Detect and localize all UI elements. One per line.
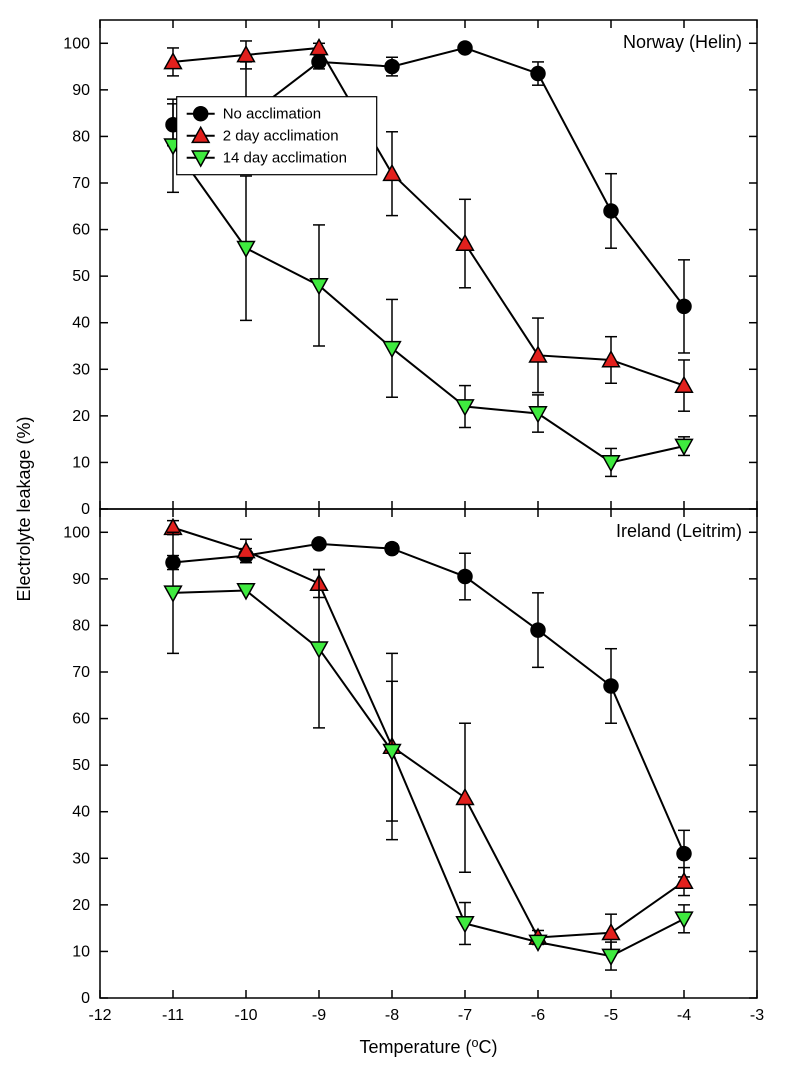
ytick-label: 60 (72, 711, 90, 728)
panel-0: 0 10 20 30 40 50 60 70 80 90 100 Norway (Helin) No a… (63, 20, 757, 518)
marker-circle (531, 67, 545, 81)
xtick-label: -9 (312, 1007, 326, 1024)
y-axis-label: Electrolyte leakage (%) (14, 416, 34, 601)
series-line (173, 146, 684, 463)
ytick-label: 30 (72, 850, 90, 867)
xtick-label: -12 (88, 1007, 111, 1024)
panel-border (100, 20, 757, 509)
panel-border (100, 509, 757, 998)
marker-triangle-up (311, 40, 328, 55)
legend-label: No acclimation (223, 106, 321, 123)
marker-triangle-up (603, 924, 620, 939)
panel-title: Ireland (Leitrim) (616, 521, 742, 541)
marker-circle (604, 204, 618, 218)
marker-triangle-up (384, 165, 401, 180)
marker-circle (458, 41, 472, 55)
marker-triangle-down (676, 912, 693, 927)
marker-triangle-up (530, 347, 547, 362)
ytick-label: 40 (72, 315, 90, 332)
figure-root: 0102030405060708090100Norway (Helin)No a… (0, 0, 787, 1078)
ytick-label: 20 (72, 897, 90, 914)
marker-triangle-down (603, 949, 620, 964)
marker-triangle-down (311, 642, 328, 657)
marker-triangle-down (165, 586, 182, 601)
x-axis-label: Temperature (oC) (359, 1036, 497, 1057)
ytick-label: 50 (72, 757, 90, 774)
series-line (173, 48, 684, 306)
xtick-label: -7 (458, 1007, 472, 1024)
ytick-label: 50 (72, 268, 90, 285)
ytick-label: 70 (72, 664, 90, 681)
xtick-label: -11 (162, 1007, 184, 1024)
panel-title: Norway (Helin) (623, 32, 742, 52)
ytick-label: 0 (81, 990, 90, 1007)
ytick-label: 90 (72, 82, 90, 99)
legend-label: 14 day acclimation (223, 150, 347, 167)
panel-1: 0 10 20 30 40 50 60 70 80 90 100 -12 -11 -10 -9 -8 -7 -6 -… (63, 509, 764, 1024)
ytick-label: 100 (63, 35, 90, 52)
chart-svg: 0102030405060708090100Norway (Helin)No a… (0, 0, 787, 1078)
marker-circle (385, 542, 399, 556)
marker-circle (312, 537, 326, 551)
marker-circle (604, 679, 618, 693)
marker-triangle-down (238, 241, 255, 256)
ytick-label: 30 (72, 361, 90, 378)
marker-circle (458, 570, 472, 584)
xtick-label: -6 (531, 1007, 545, 1024)
marker-triangle-up (676, 873, 693, 888)
xtick-label: -3 (750, 1007, 764, 1024)
marker-triangle-up (676, 377, 693, 392)
ytick-label: 20 (72, 408, 90, 425)
xtick-label: -4 (677, 1007, 691, 1024)
ytick-label: 80 (72, 128, 90, 145)
marker-circle (677, 847, 691, 861)
plot-area (165, 519, 693, 970)
marker-circle (385, 60, 399, 74)
marker-circle (677, 299, 691, 313)
ytick-label: 80 (72, 617, 90, 634)
ytick-label: 10 (72, 943, 90, 960)
legend-label: 2 day acclimation (223, 128, 339, 145)
ytick-label: 40 (72, 804, 90, 821)
marker-triangle-up (457, 789, 474, 804)
xtick-label: -10 (234, 1007, 257, 1024)
xtick-label: -5 (604, 1007, 618, 1024)
marker-circle (531, 623, 545, 637)
marker-triangle-down (384, 342, 401, 357)
ytick-label: 10 (72, 454, 90, 471)
ytick-label: 100 (63, 524, 90, 541)
ytick-label: 90 (72, 571, 90, 588)
ytick-label: 60 (72, 222, 90, 239)
ytick-label: 70 (72, 175, 90, 192)
marker-circle (194, 107, 208, 121)
ytick-label: 0 (81, 501, 90, 518)
marker-triangle-down (603, 456, 620, 471)
xtick-label: -8 (385, 1007, 399, 1024)
marker-triangle-down (530, 407, 547, 422)
